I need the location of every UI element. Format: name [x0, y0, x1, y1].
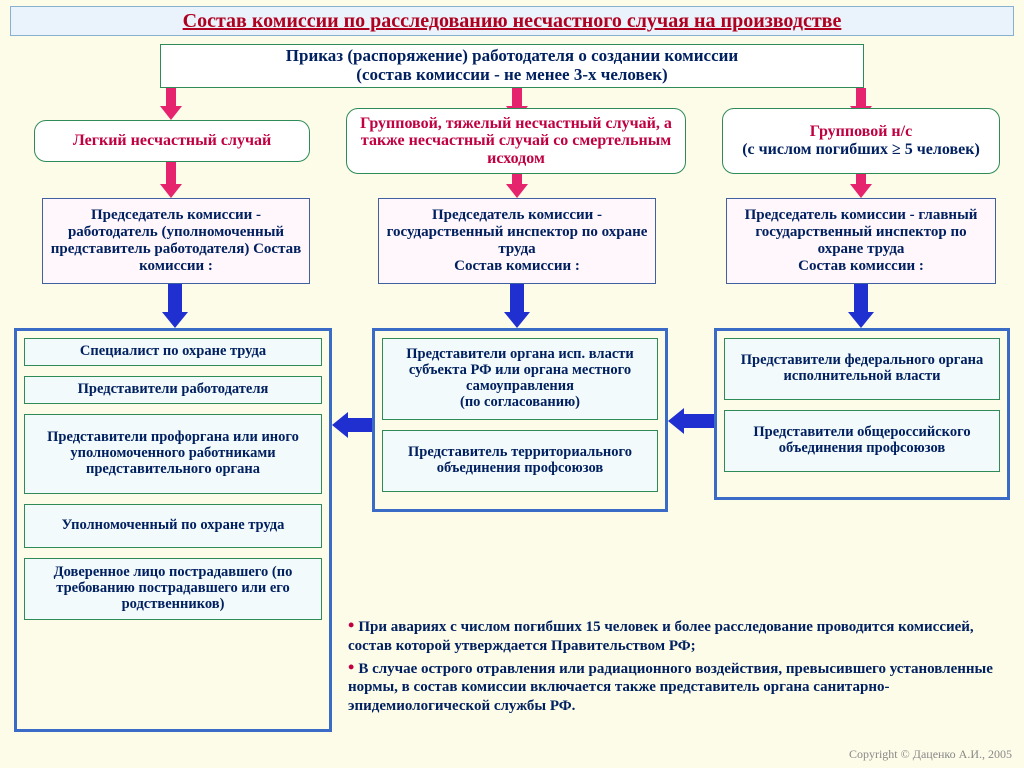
case-light: Легкий несчастный случай: [34, 120, 310, 162]
arrow-light-to-chair: [160, 162, 182, 198]
col1-m4: Уполномоченный по охране труда: [24, 504, 322, 548]
order-line1: Приказ (распоряжение) работодателя о соз…: [286, 47, 738, 66]
col3-m2: Представители общероссийского объединени…: [724, 410, 1000, 472]
col2-m2: Представитель территориального объединен…: [382, 430, 658, 492]
arrow-severe-to-chair: [506, 174, 528, 198]
arrow-col3-to-col2: [668, 408, 714, 434]
order-line2: (состав комиссии - не менее 3-х человек): [356, 66, 667, 85]
chair-inspector: Председатель комиссии - государственный …: [378, 198, 656, 284]
page-title: Состав комиссии по расследованию несчаст…: [10, 6, 1014, 36]
col1-m2: Представители работодателя: [24, 376, 322, 404]
col2-m1: Представители органа исп. власти субъект…: [382, 338, 658, 420]
chair-chief-inspector: Председатель комиссии - главный государс…: [726, 198, 996, 284]
arrow-col2-to-col1: [332, 412, 372, 438]
col1-m1: Специалист по охране труда: [24, 338, 322, 366]
arrow-chair1-down: [162, 284, 188, 328]
notes-block: •При авариях с числом погибших 15 челове…: [348, 614, 1002, 716]
case-mass-l2: (с числом погибших ≥ 5 человек): [742, 141, 980, 159]
note-2: •В случае острого отравления или радиаци…: [348, 656, 1002, 716]
order-box: Приказ (распоряжение) работодателя о соз…: [160, 44, 864, 88]
chair-employer: Председатель комиссии - работодатель (уп…: [42, 198, 310, 284]
arrow-chair2-down: [504, 284, 530, 328]
col1-m3: Представители профоргана или иного уполн…: [24, 414, 322, 494]
note-1: •При авариях с числом погибших 15 челове…: [348, 614, 1002, 656]
col3-m1: Представители федерального органа исполн…: [724, 338, 1000, 400]
copyright: Copyright © Даценко А.И., 2005: [849, 747, 1012, 762]
col1-m5: Доверенное лицо пострадавшего (по требов…: [24, 558, 322, 620]
arrow-order-to-light: [160, 88, 182, 120]
case-severe: Групповой, тяжелый несчастный случай, а …: [346, 108, 686, 174]
arrow-mass-to-chair: [850, 174, 872, 198]
case-mass: Групповой н/с (с числом погибших ≥ 5 чел…: [722, 108, 1000, 174]
arrow-chair3-down: [848, 284, 874, 328]
case-mass-l1: Групповой н/с: [742, 123, 980, 141]
